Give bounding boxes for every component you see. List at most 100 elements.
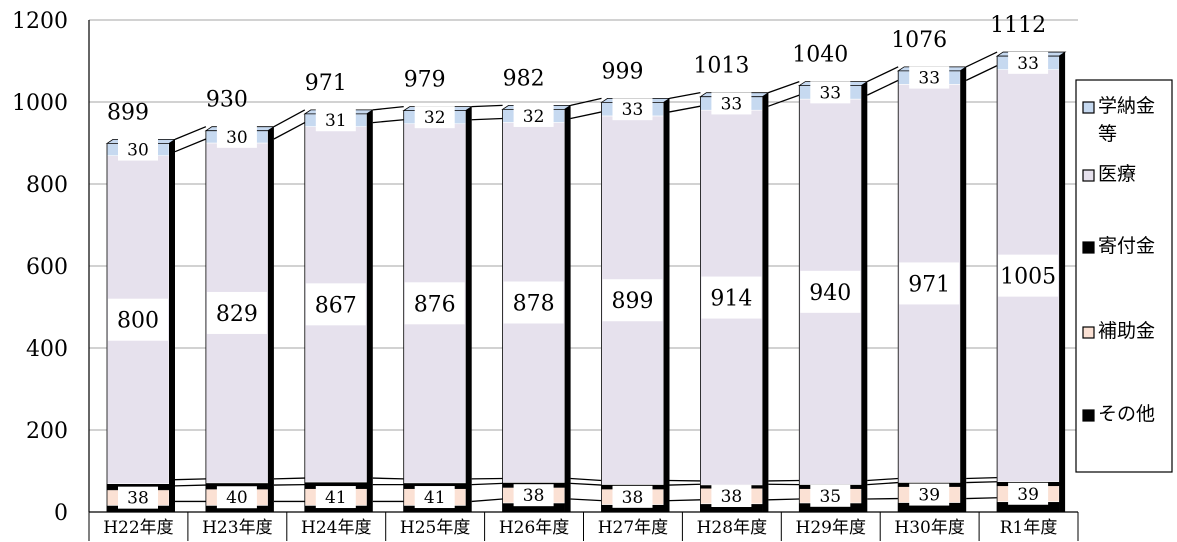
total-label: 982 xyxy=(503,66,545,91)
series-line xyxy=(966,481,998,484)
series-line xyxy=(174,138,207,153)
data-label: 33 xyxy=(819,83,841,103)
data-label: 33 xyxy=(721,94,743,114)
legend-swatch xyxy=(1082,409,1095,422)
y-tick-label: 1000 xyxy=(12,91,68,116)
data-label-box xyxy=(909,66,950,89)
bar-side xyxy=(564,105,571,512)
legend-label: 寄付金 xyxy=(1098,235,1155,257)
data-label: 40 xyxy=(226,488,248,508)
series-line xyxy=(174,478,206,481)
total-label: 999 xyxy=(602,59,644,84)
series-line xyxy=(669,92,701,100)
series-line xyxy=(570,111,602,120)
data-label: 33 xyxy=(1017,54,1039,74)
series-line xyxy=(669,499,701,502)
y-tick-label: 1200 xyxy=(12,9,68,34)
data-label-box xyxy=(118,138,158,161)
data-label-box xyxy=(810,81,851,104)
data-label: 829 xyxy=(216,302,258,327)
series-line xyxy=(965,51,998,68)
bar-side xyxy=(663,98,670,512)
data-label-box xyxy=(404,282,465,325)
legend-label: その他 xyxy=(1098,403,1155,425)
x-tick-label: H24年度 xyxy=(301,518,371,538)
data-label-box xyxy=(513,484,554,507)
series-line xyxy=(273,122,306,140)
series-line xyxy=(867,79,899,96)
y-tick-label: 600 xyxy=(26,255,68,280)
data-label-box xyxy=(711,485,752,508)
series-line xyxy=(867,477,899,482)
data-label-box xyxy=(1008,482,1049,505)
series-line xyxy=(372,105,404,111)
legend-label: 補助金 xyxy=(1098,320,1155,342)
x-tick-label: H25年度 xyxy=(400,518,470,538)
data-label: 800 xyxy=(117,309,159,334)
series-line xyxy=(570,97,602,107)
bar-side xyxy=(465,106,472,513)
total-label: 971 xyxy=(305,71,347,96)
total-label: 979 xyxy=(404,68,446,93)
total-label: 1013 xyxy=(693,54,749,79)
data-label: 867 xyxy=(315,293,357,318)
data-label: 32 xyxy=(523,107,545,127)
legend-box xyxy=(1075,79,1173,473)
data-label-box xyxy=(800,270,861,313)
x-tick-label: H26年度 xyxy=(499,518,569,538)
data-label: 878 xyxy=(513,291,555,316)
bar-side xyxy=(169,139,175,512)
data-label: 35 xyxy=(819,487,841,507)
y-tick-label: 0 xyxy=(54,501,68,526)
total-label: 1112 xyxy=(990,13,1046,38)
legend-label: 学納金 xyxy=(1098,95,1155,117)
series-line xyxy=(768,498,800,501)
data-label: 30 xyxy=(127,141,149,161)
total-label: 930 xyxy=(206,88,248,113)
series-line xyxy=(768,94,800,107)
series-line xyxy=(570,477,602,482)
data-label: 33 xyxy=(918,69,940,89)
series-line xyxy=(669,483,701,486)
legend-swatch xyxy=(1082,169,1095,182)
bar-side xyxy=(861,81,868,512)
data-label: 1005 xyxy=(1000,265,1056,290)
data-label-box xyxy=(1008,51,1049,74)
data-label: 38 xyxy=(721,487,743,507)
data-label-box xyxy=(315,486,356,509)
data-label: 899 xyxy=(612,289,654,314)
legend-swatch xyxy=(1082,241,1095,254)
series-line xyxy=(966,497,998,500)
data-label: 32 xyxy=(424,108,446,128)
bar-side xyxy=(960,66,967,512)
y-tick-label: 800 xyxy=(26,173,68,198)
series-line xyxy=(570,482,602,486)
bar-side xyxy=(267,126,274,512)
total-label: 899 xyxy=(107,100,149,125)
data-label: 39 xyxy=(918,486,940,506)
data-label: 30 xyxy=(226,128,248,148)
data-label-box xyxy=(108,298,168,341)
data-label-box xyxy=(414,106,455,129)
data-label-box xyxy=(414,486,455,509)
series-line xyxy=(372,477,404,480)
series-line xyxy=(273,477,305,480)
data-label-box xyxy=(216,486,257,509)
x-tick-label: H30年度 xyxy=(894,518,964,538)
series-line xyxy=(471,498,503,503)
bar-side xyxy=(1059,52,1066,512)
series-line xyxy=(471,104,503,108)
data-label-box xyxy=(602,279,663,322)
data-label: 38 xyxy=(127,489,149,509)
data-label: 38 xyxy=(523,486,545,506)
series-line xyxy=(669,105,701,113)
data-label: 876 xyxy=(414,292,456,317)
data-label: 31 xyxy=(325,111,347,131)
data-label: 33 xyxy=(622,100,644,120)
data-label: 38 xyxy=(622,488,644,508)
data-label: 914 xyxy=(710,287,752,312)
data-label-box xyxy=(909,483,950,506)
series-line xyxy=(867,66,899,83)
data-label-box xyxy=(216,125,257,148)
series-line xyxy=(570,498,602,502)
